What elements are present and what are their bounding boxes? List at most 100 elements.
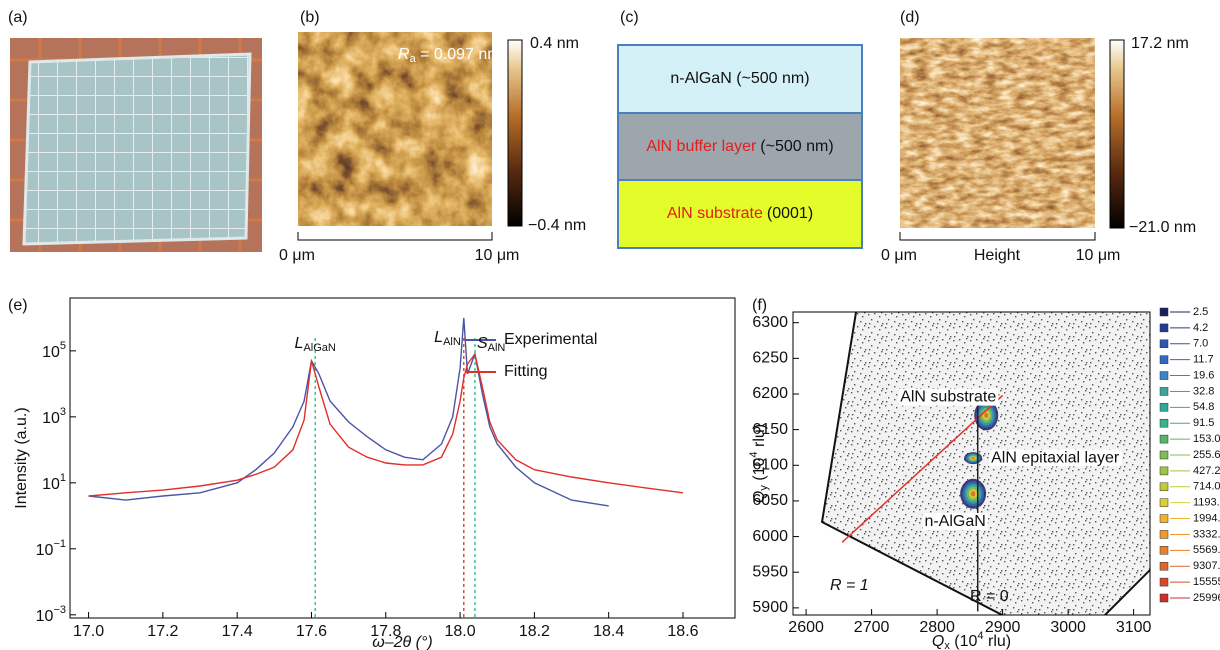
plot-frame (69, 297, 736, 619)
peak-symbol: S (477, 335, 488, 352)
plot-frame (792, 311, 1151, 616)
axis-label-part: rlu) (984, 633, 1012, 650)
scale-start: 0 μm (279, 247, 315, 264)
legend-label: 5569.5 (1193, 544, 1220, 556)
strain-line (841, 394, 1004, 543)
legend-label: 9307.9 (1193, 560, 1220, 572)
rsm-chart: R = 1 R = 0 AlN substrate AlN epitaxial lay… (748, 306, 1220, 650)
legend-label: 427.2 (1193, 465, 1220, 477)
xrd-chart: Experimental Fitting 17.0 17.2 17.4 17.6 17.8 1… (13, 297, 736, 650)
peak-label: LAlN (434, 329, 461, 348)
panel-label: (b) (300, 9, 320, 26)
label-background (989, 449, 1122, 467)
measured-region (820, 312, 1150, 615)
y-tick-label: 6000 (752, 528, 788, 545)
series-line (88, 352, 684, 497)
afm-image (298, 32, 492, 226)
y-tick-label: 105 (42, 340, 66, 361)
colorbar-max: 0.4 nm (530, 35, 579, 52)
label-background (922, 513, 988, 531)
y-tick-exponent: 3 (60, 406, 66, 418)
axis-label-part: Q (932, 633, 944, 650)
y-tick-label: 5900 (752, 599, 788, 616)
panel-label: (d) (900, 9, 920, 26)
wafer (22, 52, 252, 246)
peak-subscript: AlN (488, 342, 506, 354)
y-tick-label: 6150 (752, 421, 788, 438)
series-line (88, 317, 609, 507)
spot-label: AlN substrate (900, 389, 996, 406)
y-tick-label: 6200 (752, 385, 788, 402)
legend-swatch (1159, 546, 1169, 555)
y-tick-base: 10 (36, 608, 54, 625)
y-tick-label: 6100 (752, 457, 788, 474)
legend-swatch (1159, 307, 1169, 317)
y-tick-label: 10−1 (36, 538, 66, 559)
peak-label: LAlGaN (295, 335, 336, 354)
axis-label-part: Q (751, 491, 768, 503)
legend-swatch (1159, 514, 1169, 523)
axis-label-part: 4 (977, 630, 983, 642)
axis-label-part: rlu) (751, 424, 768, 452)
contour-ring (971, 457, 975, 460)
scale-start: 0 μm (881, 247, 917, 264)
y-tick-base: 10 (36, 542, 54, 559)
axis-label-part: (10 (950, 633, 978, 650)
legend-label: 153.0 (1193, 433, 1220, 445)
legend-label: 25996.9 (1193, 592, 1220, 604)
legend-swatch (1159, 418, 1169, 428)
axis-label: Qy (104 rlu) (748, 424, 770, 503)
legend-label: 11.7 (1193, 354, 1214, 366)
x-tick-label: 2900 (985, 619, 1021, 636)
legend-swatch (1159, 355, 1169, 364)
legend-label: 15555.6 (1193, 576, 1220, 588)
axis-label-part: (10 (751, 457, 768, 485)
y-tick-label: 10−3 (36, 604, 66, 625)
colorbar (507, 39, 523, 227)
plot-area (820, 312, 1150, 615)
legend-label: 4.2 (1193, 322, 1208, 334)
afm-image (900, 38, 1095, 228)
colorbar-max: 17.2 nm (1131, 35, 1189, 52)
peak-symbol: L (434, 329, 443, 346)
legend-label: 54.8 (1193, 401, 1214, 413)
panel-label: (c) (620, 9, 639, 26)
legend-label: Experimental (504, 331, 597, 348)
peak-subscript: AlGaN (303, 342, 335, 354)
x-tick-label: 3000 (1050, 619, 1086, 636)
plot-area (88, 317, 684, 507)
legend-swatch (1159, 466, 1169, 476)
peak-label: SAlN (477, 335, 505, 354)
spot-label: n-AlGaN (924, 513, 985, 530)
panel-label: (f) (752, 297, 767, 314)
y-tick-label: 103 (42, 406, 66, 427)
axis-label-part: x (944, 640, 950, 650)
legend-swatch (1159, 339, 1169, 349)
y-tick-label: 6050 (752, 492, 788, 509)
x-tick-label: 18.0 (445, 623, 476, 640)
x-tick-label: 17.2 (147, 623, 178, 640)
x-tick-label: 2800 (919, 619, 955, 636)
legend-swatch (1159, 403, 1169, 412)
legend-swatch (1159, 498, 1169, 507)
legend-label: 3332.6 (1193, 528, 1220, 540)
y-tick-exponent: 1 (60, 472, 66, 484)
scale-end: 10 μm (1076, 247, 1121, 264)
x-axis-label: ω–2θ (°) (372, 634, 432, 650)
layer-label: n-AlGaN (~500 nm) (670, 70, 809, 87)
y-tick-exponent: 5 (60, 340, 66, 352)
legend-swatch (1159, 593, 1169, 603)
y-axis-label: Intensity (a.u.) (13, 407, 30, 508)
axis-label-part: y (758, 485, 770, 491)
legend-label: 714.0 (1193, 481, 1220, 493)
panel-label: (a) (8, 9, 28, 26)
legend-label: 1994.1 (1193, 512, 1220, 524)
panel-label: (e) (8, 297, 28, 314)
spot-label: AlN epitaxial layer (991, 449, 1120, 466)
x-tick-label: 17.6 (296, 623, 327, 640)
x-tick-label: 18.6 (667, 623, 698, 640)
y-tick-base: 10 (42, 344, 60, 361)
legend-label: Fitting (504, 363, 548, 380)
peak-subscript: AlN (443, 336, 461, 348)
